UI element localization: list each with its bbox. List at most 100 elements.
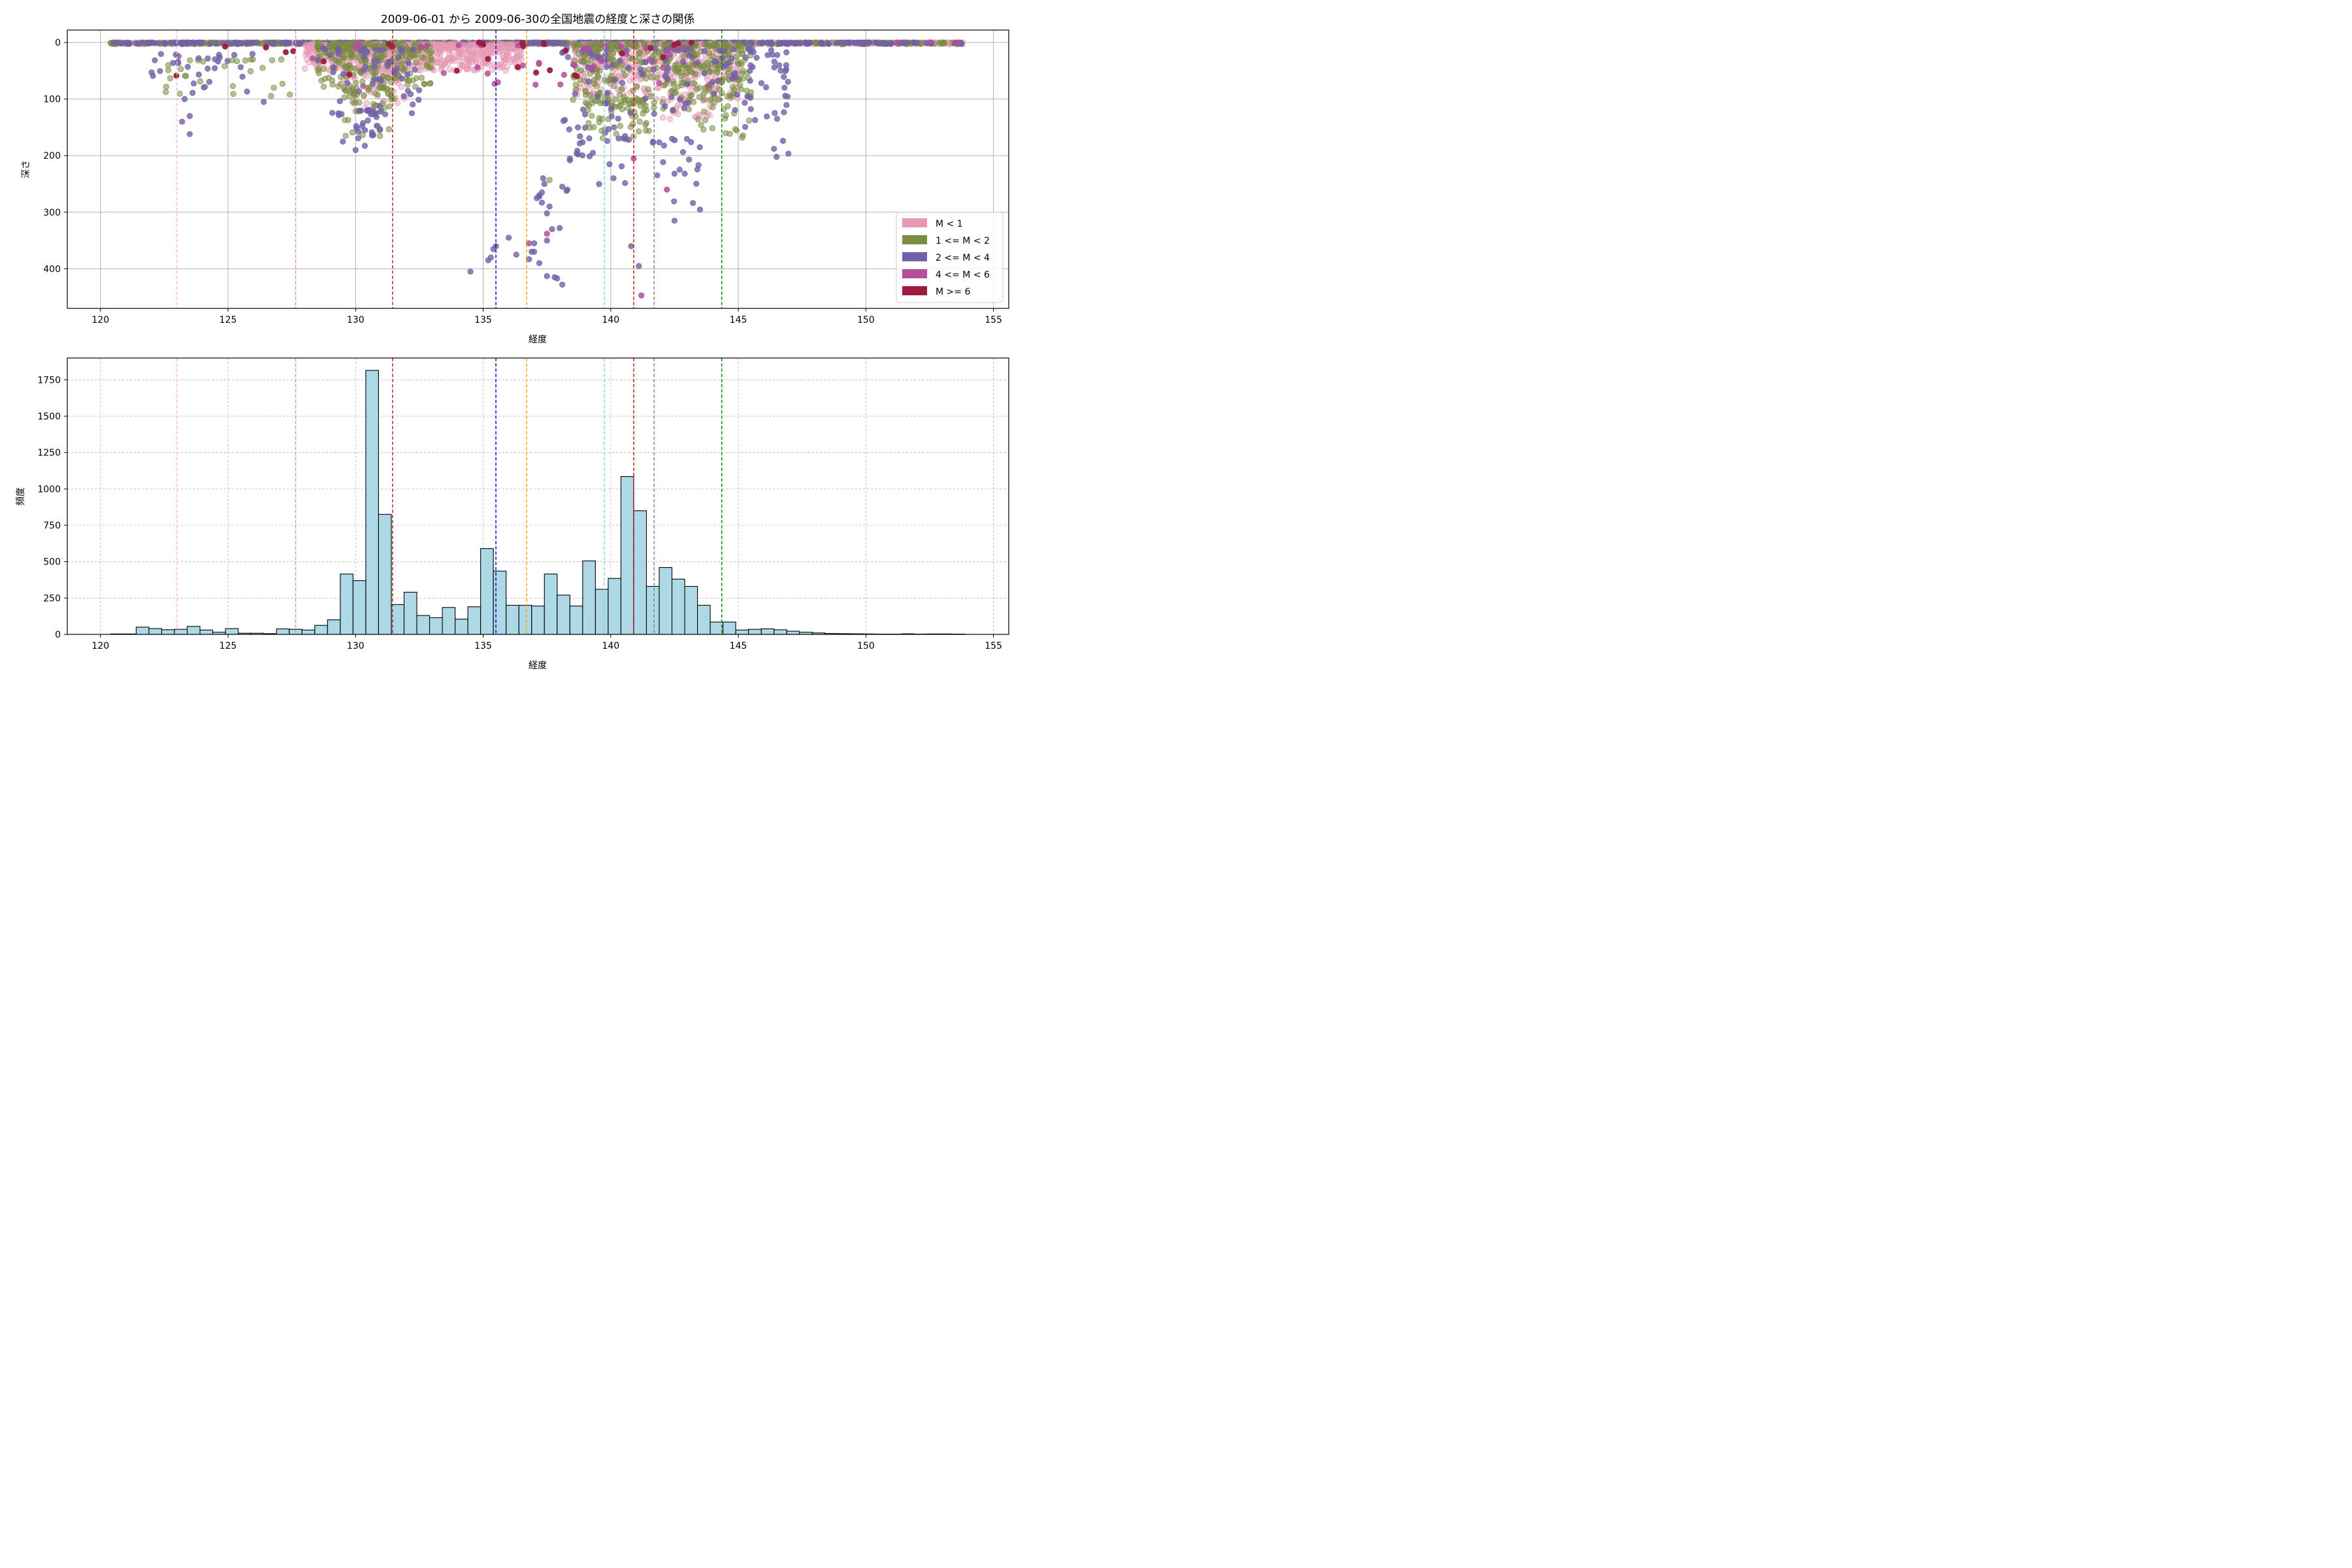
scatter-point: [436, 41, 442, 48]
scatter-point: [661, 82, 668, 89]
scatter-point: [418, 74, 425, 81]
scatter-point: [679, 149, 687, 155]
scatter-point: [423, 63, 430, 69]
scatter-x-tick-label: 150: [857, 315, 875, 325]
scatter-point: [701, 70, 708, 76]
scatter-point: [322, 46, 329, 53]
histogram-bar: [633, 510, 647, 634]
scatter-point: [768, 41, 775, 47]
scatter-point: [608, 113, 615, 120]
scatter-point: [221, 43, 229, 50]
histogram-bar: [352, 580, 367, 634]
scatter-point: [174, 58, 182, 65]
histogram-bar: [429, 617, 443, 634]
scatter-point: [344, 80, 351, 86]
scatter-point: [772, 110, 778, 116]
histogram-x-tick-label: 135: [474, 641, 492, 651]
scatter-point: [544, 210, 550, 217]
scatter-point: [536, 193, 543, 200]
scatter-point: [216, 52, 222, 58]
scatter-point: [783, 49, 790, 56]
scatter-point: [737, 82, 743, 88]
scatter-point: [377, 53, 384, 59]
scatter-point: [696, 206, 704, 213]
scatter-point: [546, 67, 553, 74]
scatter-point: [384, 62, 391, 69]
scatter-point: [659, 114, 666, 121]
scatter-point: [649, 139, 657, 146]
scatter-point: [585, 120, 592, 126]
scatter-point: [566, 157, 574, 163]
scatter-point: [662, 73, 669, 80]
histogram-x-tick-label: 150: [857, 641, 875, 651]
scatter-point: [404, 81, 411, 88]
scatter-point: [622, 180, 629, 186]
histogram-y-tick-label: 1250: [37, 448, 61, 459]
scatter-point: [656, 80, 662, 86]
scatter-point: [149, 39, 155, 46]
scatter-point: [351, 65, 358, 72]
histogram-y-tick-label: 1500: [37, 412, 61, 422]
scatter-point: [536, 260, 543, 267]
scatter-point: [771, 146, 777, 152]
scatter-point: [804, 41, 811, 47]
scatter-point: [781, 73, 787, 80]
legend-swatch: [902, 252, 927, 261]
scatter-point: [244, 39, 250, 46]
scatter-point: [178, 66, 184, 73]
scatter-point: [690, 200, 696, 206]
scatter-point: [660, 159, 666, 165]
scatter-point: [701, 48, 708, 55]
scatter-point: [400, 67, 406, 73]
scatter-point: [561, 71, 568, 78]
scatter-point: [620, 67, 627, 73]
figure: 2009-06-01 から 2009-06-30の全国地震の経度と深さの関係 1…: [0, 0, 1022, 682]
scatter-point: [722, 115, 728, 122]
scatter-point: [715, 77, 721, 84]
scatter-point: [206, 78, 213, 85]
scatter-point: [610, 175, 617, 182]
scatter-point: [636, 128, 642, 135]
scatter-point: [428, 57, 435, 64]
histogram-y-axis-label: 頻度: [16, 487, 26, 506]
scatter-point: [700, 90, 708, 97]
scatter-point: [189, 90, 196, 96]
scatter-point: [181, 96, 188, 103]
scatter-point: [157, 51, 164, 57]
scatter-point: [467, 269, 474, 275]
histogram-y-tick-label: 750: [43, 521, 61, 531]
scatter-point: [269, 57, 276, 63]
legend-swatch: [902, 286, 927, 295]
scatter-point: [574, 124, 581, 131]
scatter-point: [408, 110, 416, 116]
scatter-point: [544, 231, 550, 237]
scatter-point: [197, 78, 204, 85]
scatter-point: [713, 42, 720, 49]
scatter-point: [672, 62, 678, 69]
scatter-point: [365, 87, 372, 93]
scatter-point: [395, 54, 402, 61]
scatter-y-tick-label: 100: [43, 95, 61, 105]
scatter-point: [287, 91, 293, 98]
scatter-point: [453, 67, 460, 74]
scatter-point: [783, 102, 790, 108]
scatter-point: [628, 243, 634, 250]
scatter-point: [769, 52, 776, 58]
legend-swatch: [902, 269, 927, 278]
scatter-point: [125, 40, 132, 46]
scatter-point: [747, 78, 753, 84]
scatter-point: [330, 69, 336, 76]
scatter-point: [736, 42, 743, 48]
scatter-point: [374, 91, 381, 98]
scatter-point: [369, 80, 376, 88]
scatter-point: [376, 76, 383, 82]
scatter-point: [636, 49, 644, 56]
scatter-point: [406, 54, 414, 61]
scatter-point: [874, 39, 880, 46]
scatter-point: [633, 58, 640, 65]
scatter-point: [632, 41, 638, 48]
scatter-point: [330, 64, 336, 71]
scatter-point: [377, 133, 384, 139]
scatter-point: [172, 41, 179, 47]
scatter-point: [696, 93, 703, 100]
